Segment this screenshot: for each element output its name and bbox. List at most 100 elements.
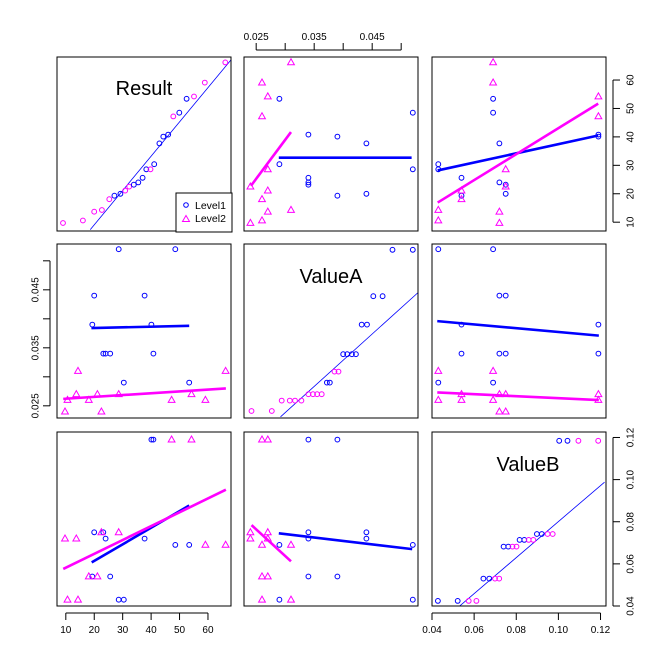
diagonal-point — [268, 408, 275, 414]
data-point-level2 — [60, 533, 70, 542]
tick-label: 0.12 — [591, 625, 611, 636]
reference-line — [89, 59, 231, 230]
tick-label: 0.06 — [626, 554, 637, 574]
data-point-level2 — [221, 540, 230, 548]
diagonal-title-valueb: ValueB — [496, 454, 559, 476]
diagonal-point — [91, 208, 98, 215]
diagonal-point — [126, 183, 133, 190]
tick-label: 10 — [626, 216, 637, 228]
data-point-level1 — [409, 596, 416, 603]
diagonal-point — [139, 174, 146, 181]
panel-result-vs-result: Result — [56, 56, 232, 232]
data-point-level2 — [263, 527, 273, 536]
data-point-level2 — [434, 366, 443, 374]
data-point-level1 — [305, 179, 312, 186]
data-point-level1 — [458, 350, 465, 357]
diagonal-point — [349, 351, 355, 358]
diagonal-point — [549, 531, 556, 537]
tick-label: 50 — [626, 102, 637, 114]
panel-valueb-vs-valuea — [243, 431, 419, 607]
diagonal-point — [222, 59, 229, 66]
data-point-level1 — [490, 246, 497, 253]
data-point-level2 — [221, 366, 230, 374]
data-point-level1 — [502, 292, 509, 299]
diagonal-point — [513, 543, 520, 550]
data-point-level1 — [102, 350, 109, 357]
diagonal-point — [143, 166, 150, 173]
tick-label: 0.06 — [464, 625, 484, 636]
tick-label: 0.045 — [31, 277, 42, 302]
diagonal-point — [318, 391, 325, 398]
data-point-level1 — [141, 535, 148, 542]
tick-label: 20 — [89, 625, 101, 636]
data-point-level2 — [257, 215, 267, 224]
data-point-level2 — [187, 434, 196, 443]
diagonal-point — [165, 131, 172, 138]
fit-line-level1 — [91, 324, 190, 330]
diagonal-point — [486, 575, 493, 582]
diagonal-point — [170, 113, 177, 120]
data-point-level2 — [167, 434, 176, 443]
data-point-level2 — [594, 91, 603, 100]
diagonal-point — [331, 368, 338, 375]
data-point-level1 — [435, 161, 442, 168]
data-point-level1 — [334, 192, 341, 199]
data-point-level2 — [286, 540, 296, 548]
data-point-level1 — [363, 140, 370, 147]
legend-label-level1: Level1 — [195, 200, 226, 212]
data-point-level1 — [435, 379, 442, 386]
data-point-level1 — [276, 161, 283, 168]
panel-border — [243, 243, 419, 419]
data-point-level1 — [502, 350, 509, 357]
data-point-level2 — [501, 164, 510, 173]
data-point-level2 — [257, 540, 267, 548]
diagonal-point — [496, 575, 503, 582]
data-point-level2 — [263, 164, 273, 173]
diagonal-point — [544, 531, 551, 537]
diagonal-point — [538, 531, 545, 537]
diagonal-point — [465, 598, 472, 604]
panel-valuea-vs-valueb — [431, 243, 607, 419]
data-point-level1 — [409, 109, 416, 116]
data-point-level2 — [73, 366, 83, 374]
data-point-level1 — [115, 246, 122, 253]
legend-label-level2: Level2 — [195, 213, 226, 225]
legend-marker-level2 — [181, 214, 191, 222]
diagonal-point — [160, 133, 167, 140]
diagonal-point — [358, 321, 365, 328]
diagonal-point — [117, 190, 124, 197]
diagonal-point — [473, 598, 480, 604]
diagonal-point — [201, 79, 208, 86]
data-point-level1 — [120, 379, 127, 386]
panel-border — [431, 431, 607, 607]
diagonal-point — [326, 379, 333, 386]
data-point-level2 — [257, 194, 267, 203]
data-point-level1 — [305, 573, 312, 580]
data-point-level2 — [257, 111, 267, 120]
diagonal-point — [106, 196, 113, 203]
data-point-level1 — [186, 379, 193, 386]
tick-label: 0.04 — [626, 596, 637, 616]
data-point-level2 — [501, 406, 510, 415]
legend: Level1 Level2 — [175, 192, 233, 233]
data-point-level2 — [97, 406, 106, 415]
data-point-level2 — [488, 77, 498, 86]
tick-label: 30 — [626, 159, 637, 171]
panel-border — [56, 431, 232, 607]
diagonal-point — [310, 391, 316, 398]
data-point-level1 — [496, 140, 503, 147]
data-point-level1 — [458, 174, 465, 181]
panel-result-vs-valueb — [431, 56, 607, 232]
panels-layer: Result ValueA ValueB — [56, 56, 607, 607]
diagonal-point — [480, 575, 487, 582]
data-point-level2 — [263, 571, 273, 580]
data-point-level2 — [63, 595, 72, 603]
data-point-level1 — [305, 174, 312, 181]
tick-label: 0.04 — [422, 625, 442, 636]
fit-line-level2 — [250, 524, 292, 563]
data-point-level1 — [141, 292, 148, 299]
data-point-level2 — [167, 395, 176, 403]
fit-line-level2 — [63, 387, 226, 401]
panel-border — [56, 56, 232, 232]
data-point-level2 — [201, 540, 210, 548]
